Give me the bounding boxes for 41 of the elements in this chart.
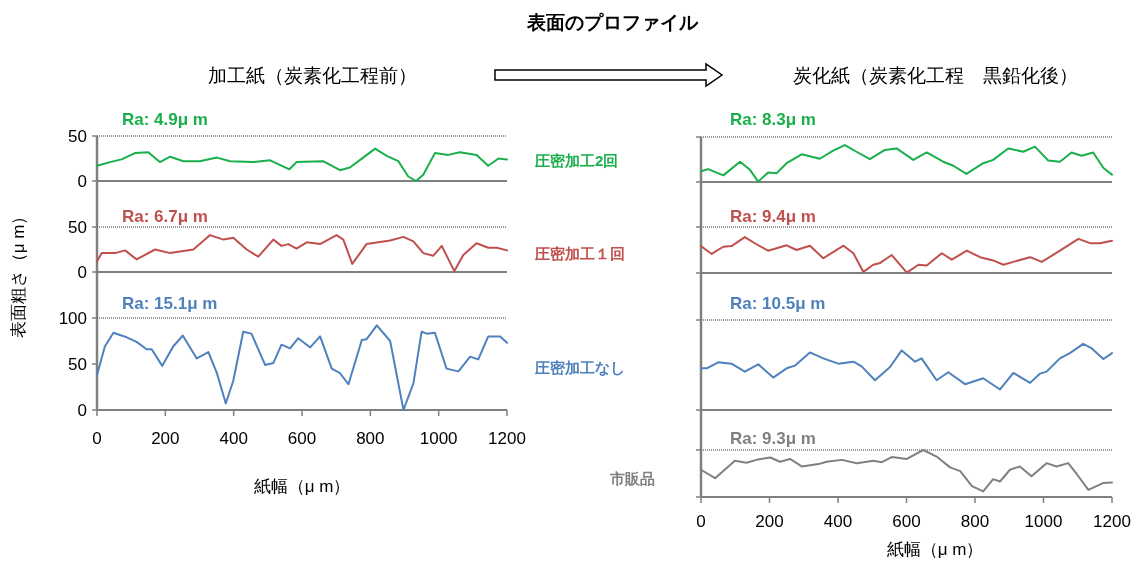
x-tick-label: 600 — [892, 512, 921, 531]
x-tick-label: 1000 — [419, 429, 458, 448]
y-tick-label: 50 — [68, 218, 87, 237]
chart-title: Ra: 15.1μ m — [122, 294, 218, 313]
x-tick-label: 0 — [696, 512, 706, 531]
x-axis-title: 紙幅（μ m） — [253, 477, 351, 496]
x-tick-label: 800 — [960, 512, 990, 531]
line-series — [96, 324, 508, 411]
x-tick-label: 0 — [92, 429, 102, 448]
x-tick-label: 1000 — [1024, 512, 1063, 531]
text: 圧密加工なし — [534, 359, 625, 376]
series-label: 圧密加工2回 — [534, 152, 619, 169]
x-axis-title: 紙幅（μ m） — [886, 540, 984, 559]
line-series — [96, 234, 508, 273]
x-tick-label: 200 — [755, 512, 784, 531]
text: 市販品 — [609, 470, 655, 487]
y-tick-label: 0 — [77, 401, 87, 420]
line-series — [96, 147, 508, 182]
chart-title: Ra: 10.5μ m — [730, 294, 826, 313]
x-tick-label: 400 — [219, 429, 248, 448]
chart-title: Ra: 9.4μ m — [730, 207, 816, 226]
x-tick-label: 800 — [356, 429, 385, 448]
y-tick-label: 100 — [58, 309, 87, 328]
x-tick-label: 1200 — [488, 429, 526, 448]
text: 炭化紙（炭素化工程 黒鉛化後） — [792, 65, 1078, 86]
chart-title: Ra: 6.7μ m — [122, 207, 208, 226]
chart-title: Ra: 4.9μ m — [122, 110, 208, 129]
x-tick-label: 1200 — [1093, 512, 1131, 531]
y-tick-label: 50 — [68, 127, 87, 146]
y-axis-title: 表面粗さ（μ m） — [9, 207, 28, 339]
y-tick-label: 0 — [77, 172, 87, 191]
chart-title: Ra: 9.3μ m — [730, 429, 816, 448]
text: 加工紙（炭素化工程前） — [207, 65, 417, 86]
y-tick-label: 50 — [68, 355, 87, 374]
x-tick-label: 600 — [287, 429, 317, 448]
text: 表面のプロファイル — [525, 12, 699, 33]
x-tick-label: 400 — [823, 512, 853, 531]
chart-title: Ra: 8.3μ m — [730, 110, 816, 129]
y-tick-label: 0 — [77, 263, 87, 282]
series-label: 圧密加工１回 — [534, 245, 625, 262]
x-tick-label: 200 — [151, 429, 180, 448]
